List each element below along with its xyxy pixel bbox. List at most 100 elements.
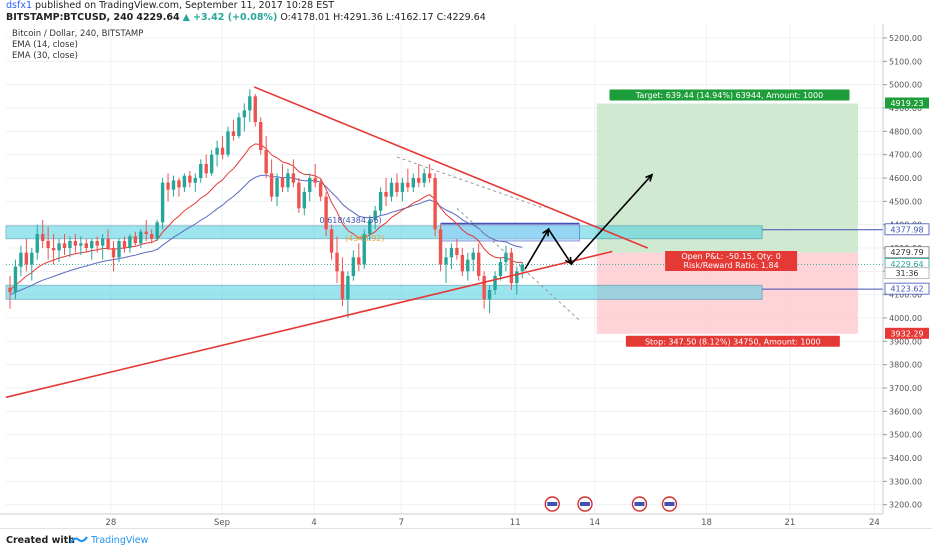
candle [417,164,421,188]
economic-event-icon[interactable] [544,496,560,512]
candle-body [487,290,492,300]
candle [177,178,181,197]
candle-body [346,276,350,300]
candle-body [117,241,121,258]
lower-trendline[interactable] [5,250,613,399]
candle-body [106,238,110,248]
low-value: L:4162.17 [385,12,434,23]
event-icon-flag [547,502,558,506]
candle [95,236,99,253]
candle-body [253,96,257,122]
candle-body [68,241,72,248]
candle [302,187,306,216]
price-chart[interactable]: Target: 639.44 (14.94%) 63944, Amount: 1… [0,24,932,528]
y-tick-label: 5000.00 [889,81,922,90]
candle [41,220,45,248]
candle-body [291,173,296,183]
candle-body [406,182,410,188]
candle [19,245,23,276]
y-tick-label: 3900.00 [889,337,922,346]
candle [422,168,426,188]
candle-body [308,178,312,192]
target-label-text: Target: 639.44 (14.94%) 63944, Amount: 1… [635,91,823,100]
fib-zone [440,224,581,242]
candle-body [79,243,83,246]
candle [384,178,388,206]
candle-body [389,182,394,197]
y-tick-label: 4000.00 [889,314,922,323]
candle-body [384,192,388,197]
y-tick-label: 4100.00 [889,291,922,300]
candle-body [259,122,263,150]
chart-header: dsfx1 published on TradingView.com, Sept… [0,0,932,24]
y-tick-label: 3700.00 [889,384,922,393]
candle-body [362,234,366,265]
author-name[interactable]: dsfx1 [6,0,32,11]
chart-area[interactable]: Target: 639.44 (14.94%) 63944, Amount: 1… [0,24,932,528]
candle [400,178,405,202]
price-tag-box [884,246,930,259]
candle [438,224,443,272]
tradingview-brand[interactable]: TradingView [91,535,149,546]
candle-body [13,266,18,293]
candle [346,271,350,318]
candle [73,234,78,253]
ohlc-line: BITSTAMP:BTCUSD, 240 4229.64 ▲ +3.42 (+0… [6,12,486,23]
candle-body [220,147,225,155]
candle-body [438,229,443,265]
candle [84,238,88,253]
candle [111,241,116,272]
candle-body [329,229,334,253]
candle-body [335,252,339,272]
candle [57,238,61,262]
arrow-head-target [645,173,654,182]
candle [520,262,524,279]
economic-event-icon[interactable] [661,496,678,512]
candle-body [455,248,459,255]
candle [199,159,203,183]
upper-trendline[interactable] [253,86,648,249]
dashed-projection-lower [456,207,580,321]
candle [335,236,339,283]
candle-body [460,255,465,272]
y-tick-label: 3800.00 [889,361,922,370]
event-icon-flag [579,502,590,506]
drawing-tools[interactable] [5,86,678,512]
economic-event-icon[interactable] [631,496,648,512]
economic-event-icon[interactable] [577,496,593,512]
candle-body [177,180,181,188]
candle-body [111,248,116,258]
candle-body [215,147,219,155]
price-axis[interactable]: 3200.00 3300.00 3400.00 3500.00 3600.00 3700.… [882,24,932,528]
candle-body [504,252,508,262]
candle [106,229,110,251]
price-tag-ref: 4377.98 [884,223,930,236]
arrow-head-down [564,256,573,266]
candle [220,136,225,160]
candle-body [73,241,78,246]
candle-body [411,178,415,188]
candle [46,227,50,260]
candle-body [160,182,165,223]
candle-body [248,96,252,111]
y-tick-label: 3500.00 [889,431,922,440]
price-tag-target: 4919.23 [885,97,929,109]
candle-body [171,180,176,190]
candle-body [318,182,323,197]
candle [171,175,176,197]
y-tick-label: 4700.00 [889,151,922,160]
support-zone [5,284,763,300]
candle-body [280,178,285,188]
candlesticks [8,89,524,318]
projection-path[interactable] [524,174,653,270]
candle [482,271,486,309]
dashed-projection-upper [396,156,545,209]
candle-body [209,154,214,174]
publish-line: dsfx1 published on TradingView.com, Sept… [6,0,334,11]
candle [117,238,121,262]
time-axis[interactable]: 28 Sep 4 7 11 14 18 21 24 [0,513,932,528]
candle [378,187,383,216]
candle [362,229,366,269]
candle-body [378,192,383,211]
